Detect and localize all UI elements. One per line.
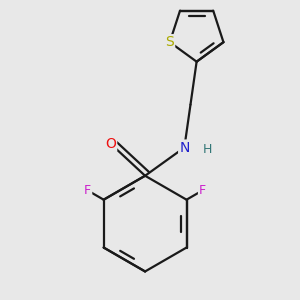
Text: F: F <box>199 184 206 197</box>
Text: N: N <box>179 140 190 154</box>
Text: O: O <box>105 137 116 151</box>
Text: S: S <box>165 35 174 49</box>
Text: H: H <box>203 143 212 156</box>
Text: F: F <box>84 184 91 197</box>
